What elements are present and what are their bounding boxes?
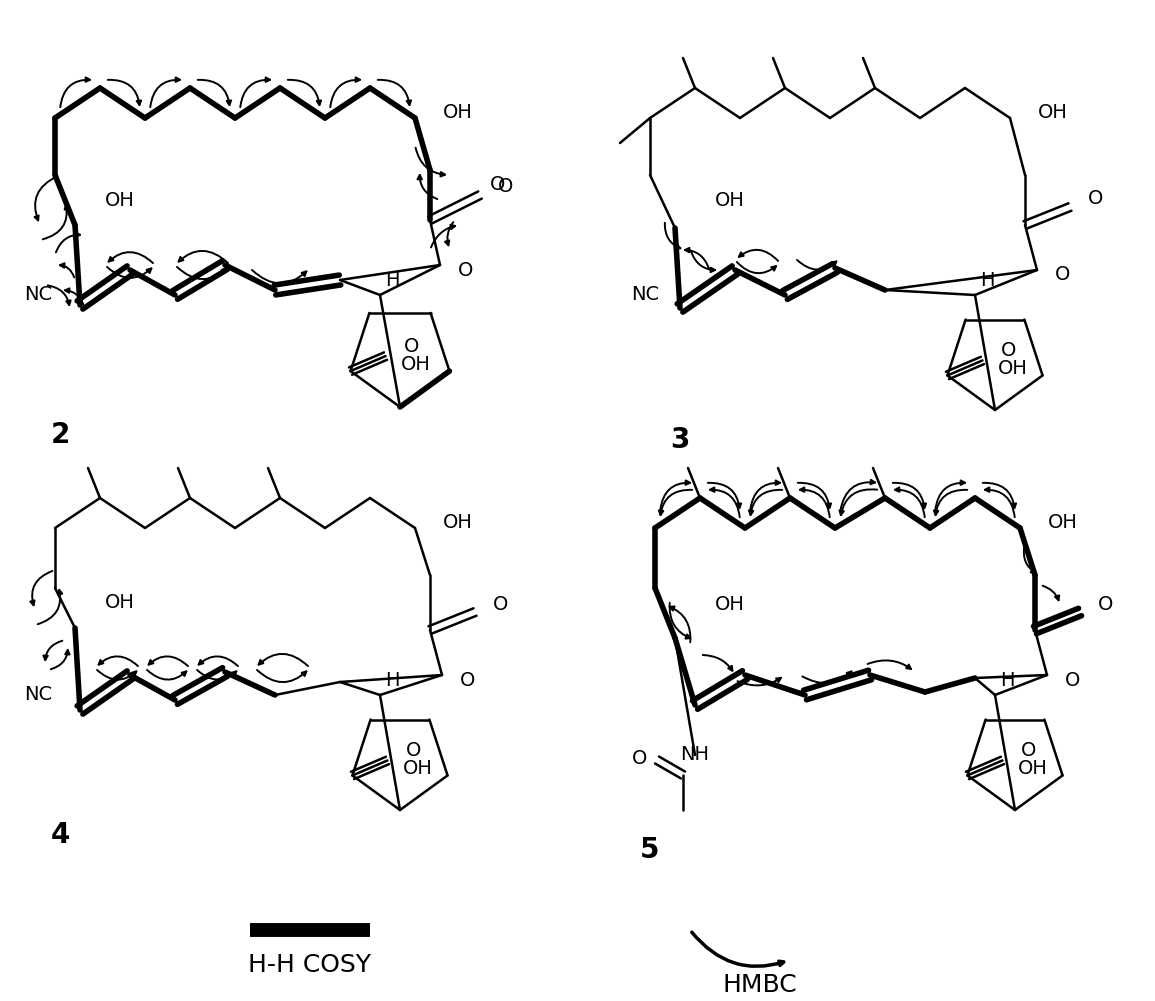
Text: 4: 4 (51, 821, 69, 849)
Text: 3: 3 (670, 426, 690, 454)
Text: O: O (1088, 189, 1103, 208)
Text: OH: OH (998, 359, 1027, 378)
Text: OH: OH (715, 596, 745, 615)
Text: O: O (1065, 671, 1080, 690)
Text: O: O (1055, 265, 1071, 284)
Text: OH: OH (444, 103, 472, 122)
Text: H: H (979, 270, 994, 289)
Text: O: O (498, 177, 513, 196)
Text: 5: 5 (640, 836, 660, 864)
Text: H: H (385, 671, 400, 690)
Text: NH: NH (680, 746, 709, 765)
Text: O: O (1000, 341, 1015, 360)
Text: HMBC: HMBC (723, 973, 797, 997)
Text: OH: OH (105, 593, 135, 612)
Text: OH: OH (1038, 103, 1068, 122)
Text: OH: OH (715, 190, 745, 209)
Text: OH: OH (105, 190, 135, 209)
Text: H: H (1000, 671, 1014, 690)
Text: NC: NC (631, 285, 660, 304)
Text: O: O (1021, 741, 1036, 760)
Text: O: O (493, 595, 508, 614)
Text: H: H (385, 270, 400, 289)
Text: OH: OH (1018, 759, 1048, 778)
Text: O: O (460, 671, 476, 690)
Text: O: O (490, 175, 506, 194)
Text: NC: NC (24, 285, 52, 304)
Text: OH: OH (401, 354, 431, 373)
Text: OH: OH (444, 514, 472, 533)
Text: NC: NC (24, 686, 52, 705)
Text: O: O (405, 741, 420, 760)
Text: O: O (403, 336, 419, 355)
Text: H-H COSY: H-H COSY (248, 953, 372, 977)
Text: O: O (632, 749, 647, 768)
Text: O: O (459, 260, 474, 279)
Text: 2: 2 (51, 421, 69, 449)
Text: O: O (1098, 595, 1113, 614)
Text: OH: OH (402, 759, 432, 778)
Text: OH: OH (1048, 514, 1078, 533)
